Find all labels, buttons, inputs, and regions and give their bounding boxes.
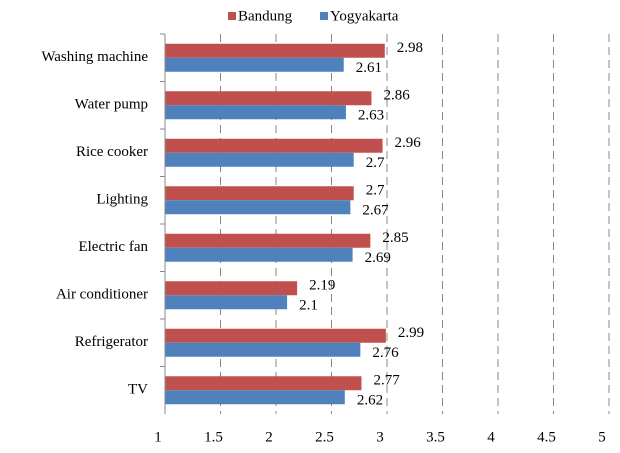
x-tick-label: 2: [265, 429, 273, 445]
data-label: 2.61: [356, 60, 382, 76]
data-label: 2.69: [365, 250, 391, 266]
bar: [165, 295, 288, 310]
x-tick-label: 4: [487, 429, 495, 445]
x-tick-label: 1.5: [204, 429, 223, 445]
bar: [165, 376, 362, 391]
y-tick-label: Refrigerator: [75, 334, 148, 350]
legend-swatch: [228, 12, 236, 20]
data-label: 2.1: [299, 298, 318, 314]
data-label: 2.7: [366, 183, 385, 199]
data-label: 2.96: [395, 135, 422, 151]
bar: [165, 57, 344, 72]
data-label: 2.62: [357, 393, 383, 409]
data-label: 2.86: [383, 88, 410, 104]
data-label: 2.76: [372, 345, 399, 361]
x-tick-label: 4.5: [537, 429, 556, 445]
bar: [165, 152, 354, 167]
y-tick-label: Electric fan: [78, 239, 148, 255]
bar: [165, 200, 351, 215]
bar: [165, 281, 298, 296]
bar: [165, 138, 383, 153]
legend-label: Yogyakarta: [330, 8, 399, 24]
x-tick-label: 5: [598, 429, 606, 445]
x-tick-label: 3.5: [426, 429, 445, 445]
x-tick-label: 1: [154, 429, 162, 445]
legend-swatch: [320, 12, 328, 20]
bar: [165, 247, 353, 262]
data-label: 2.19: [309, 278, 335, 294]
bar: [165, 328, 386, 343]
data-label: 2.98: [397, 40, 423, 56]
x-tick-label: 2.5: [315, 429, 334, 445]
data-label: 2.63: [358, 108, 384, 124]
bar: [165, 91, 372, 106]
data-label: 2.7: [366, 155, 385, 171]
y-tick-label: Air conditioner: [56, 287, 148, 303]
data-label: 2.99: [398, 325, 424, 341]
bar: [165, 233, 371, 248]
data-label: 2.67: [362, 203, 389, 219]
bar: [165, 390, 345, 405]
bar: [165, 105, 346, 120]
bar: [165, 43, 385, 58]
y-tick-label: TV: [128, 382, 148, 398]
data-label: 2.77: [373, 373, 400, 389]
y-tick-label: Rice cooker: [76, 144, 148, 160]
y-tick-label: Lighting: [96, 192, 148, 208]
legend-label: Bandung: [238, 8, 293, 24]
bar: [165, 342, 361, 357]
x-tick-label: 3: [376, 429, 384, 445]
bar: [165, 186, 354, 201]
y-tick-label: Water pump: [75, 97, 148, 113]
y-tick-label: Washing machine: [41, 49, 148, 65]
data-label: 2.85: [382, 230, 408, 246]
